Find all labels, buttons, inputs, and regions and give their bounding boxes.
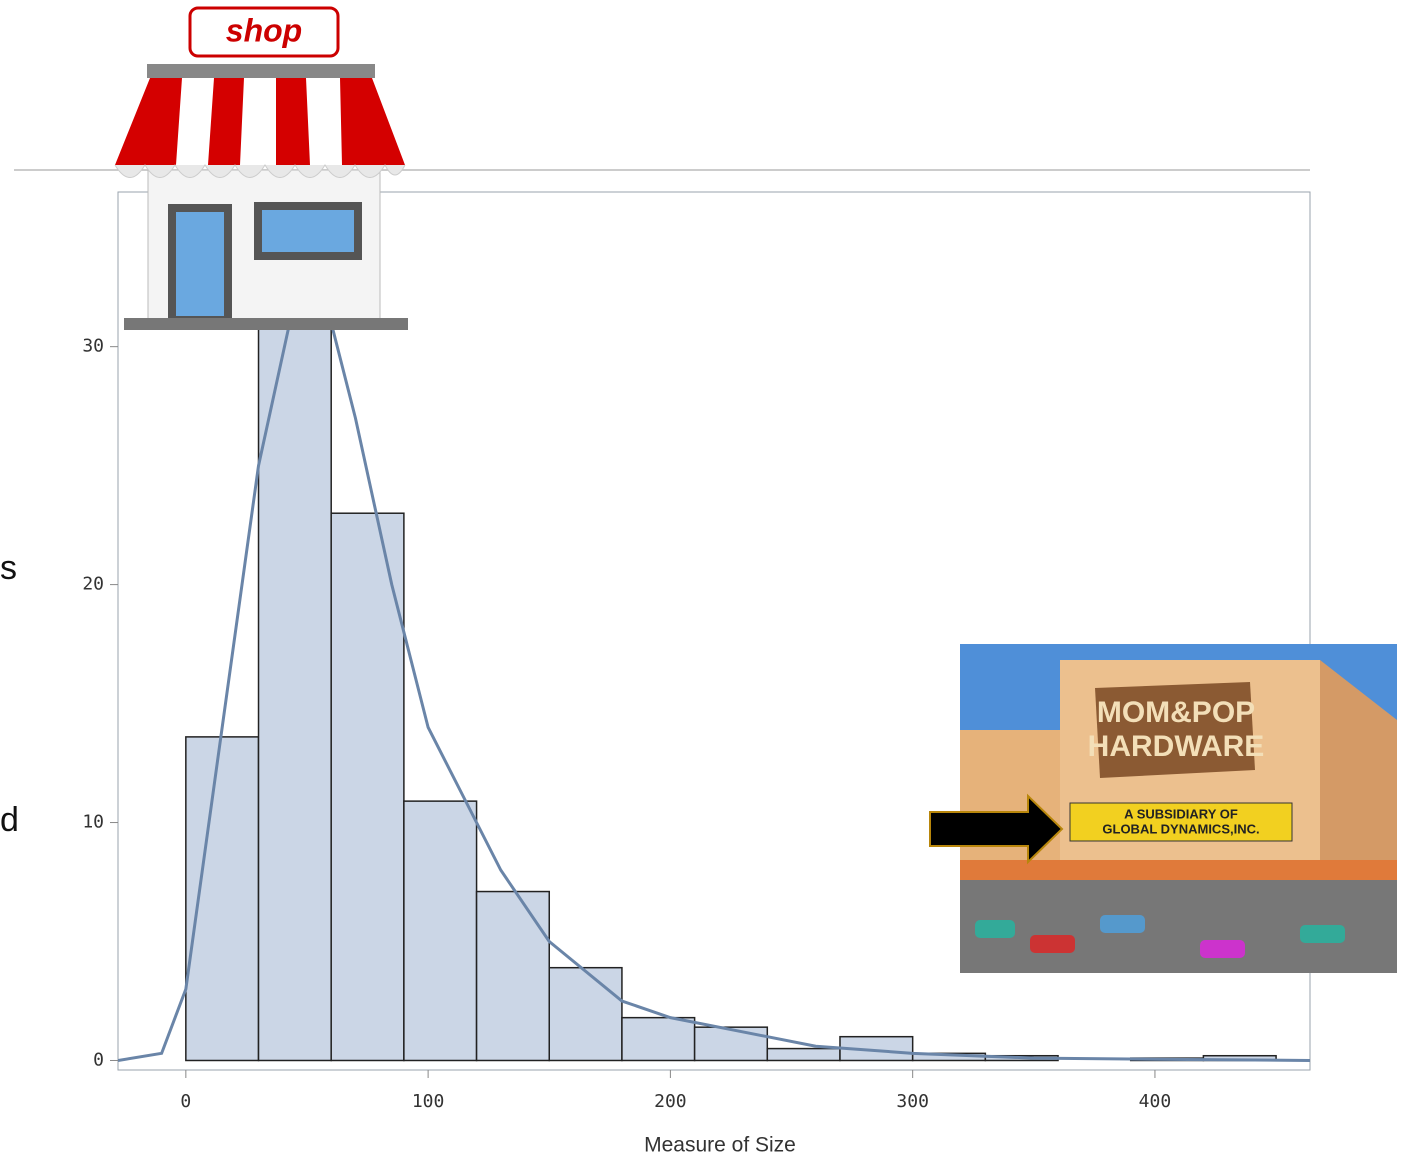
y-tick-label: 20 <box>82 574 104 595</box>
bar <box>185 736 260 1062</box>
bar <box>330 512 405 1062</box>
y-tick-label: 10 <box>82 812 104 833</box>
bar <box>766 1047 841 1062</box>
bar <box>621 1016 696 1062</box>
hardware-sign: HARDWARE <box>1088 730 1265 763</box>
hardware-sign: MOM&POP <box>1097 696 1255 729</box>
bar <box>475 890 551 1062</box>
density-line <box>118 272 1310 1062</box>
shop-icon: shop <box>114 6 408 330</box>
plot-area <box>118 272 1310 1062</box>
bar <box>403 800 478 1062</box>
side-text: s <box>0 549 17 587</box>
shop-sign: shop <box>226 12 302 48</box>
x-tick-label: 100 <box>412 1091 445 1112</box>
x-tick-label: 0 <box>180 1091 191 1112</box>
bar <box>548 966 623 1062</box>
x-axis-label: Measure of Size <box>644 1134 796 1157</box>
side-text: d <box>0 801 19 839</box>
x-tick-label: 400 <box>1139 1091 1172 1112</box>
bar <box>693 1026 769 1062</box>
hardware-picture: MOM&POP HARDWARE A SUBSIDIARY OF GLOBAL … <box>929 644 1397 973</box>
x-tick-label: 300 <box>896 1091 929 1112</box>
x-tick-label: 200 <box>654 1091 687 1112</box>
subsidiary-sign: A SUBSIDIARY OF <box>1124 806 1238 821</box>
y-tick-label: 0 <box>93 1049 104 1070</box>
y-tick-label: 30 <box>82 336 104 357</box>
subsidiary-sign: GLOBAL DYNAMICS,INC. <box>1102 821 1259 836</box>
